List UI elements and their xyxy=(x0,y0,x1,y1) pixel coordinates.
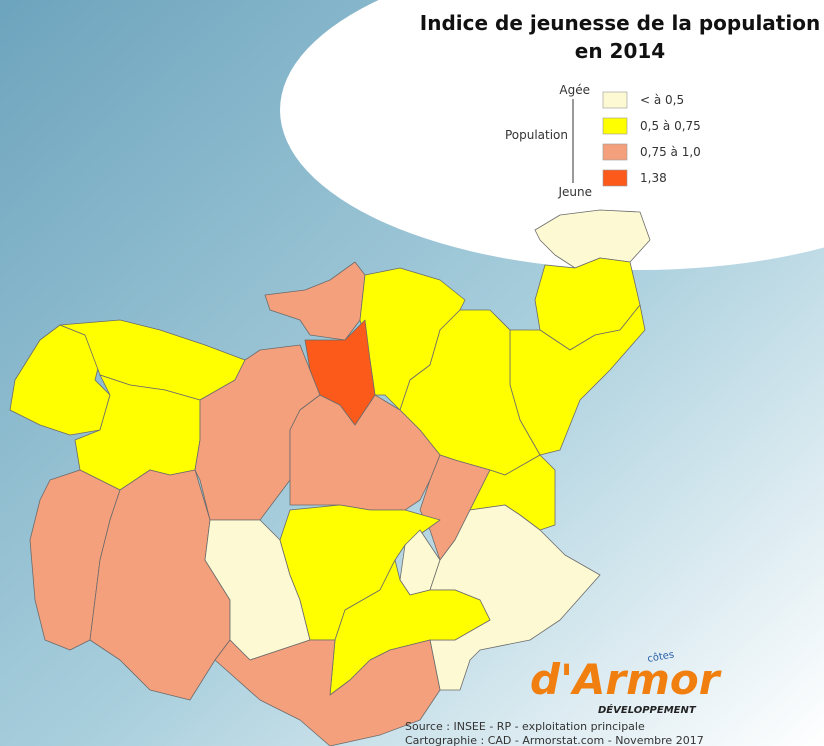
legend-label: 0,75 à 1,0 xyxy=(640,145,701,159)
legend-swatch xyxy=(602,91,628,109)
legend-label: 0,5 à 0,75 xyxy=(640,119,701,133)
commune xyxy=(304,319,376,426)
legend-backdrop xyxy=(280,0,824,270)
title: Indice de jeunesse de la population xyxy=(420,11,820,35)
legend-label: < à 0,5 xyxy=(640,93,684,107)
legend-label: 1,38 xyxy=(640,171,667,185)
legend-swatch xyxy=(602,143,628,161)
logo-sub: DÉVELOPPEMENT xyxy=(598,703,697,716)
commune xyxy=(194,344,321,521)
legend-axis-bottom: Jeune xyxy=(557,185,592,199)
legend-swatch xyxy=(602,169,628,187)
source: Cartographie : CAD - Armorstat.com - Nov… xyxy=(405,734,704,746)
source: Source : INSEE - RP - exploitation princ… xyxy=(405,720,645,733)
legend-axis-top: Agée xyxy=(559,83,590,97)
logo-small: côtes xyxy=(646,648,675,664)
legend-swatch xyxy=(602,117,628,135)
logo-main: d'Armor xyxy=(530,655,722,704)
legend-axis-label: Population xyxy=(505,128,568,142)
communes xyxy=(9,209,651,746)
commune xyxy=(509,304,646,456)
commune xyxy=(214,639,441,746)
legend: < à 0,5 0,5 à 0,75 0,75 à 1,0 1,38 xyxy=(602,91,701,187)
title: en 2014 xyxy=(575,39,665,63)
